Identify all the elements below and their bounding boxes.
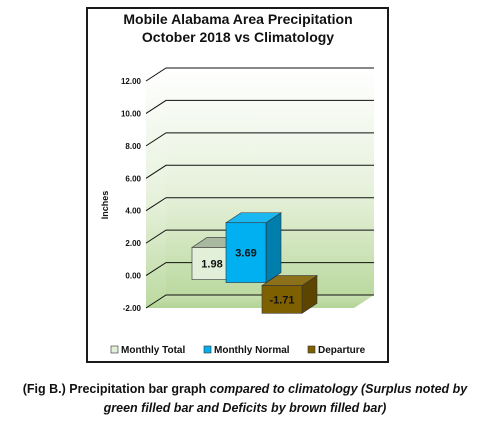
bar-front-face xyxy=(225,222,267,283)
floor xyxy=(146,295,374,308)
y-axis-tick-labels: -2.00 0.00 2.00 4.00 6.00 8.00 10.00 12.00 xyxy=(121,77,142,313)
gridline xyxy=(145,132,374,147)
precipitation-chart: Mobile Alabama Area Precipitation Octobe… xyxy=(100,11,374,356)
bar-side-face xyxy=(265,212,282,284)
figure-caption-line-2: green filled bar and Deficits by brown f… xyxy=(103,401,387,415)
y-tick-label: 0.00 xyxy=(125,272,141,281)
caption-italic-text: compared to climatology (Surplus noted b… xyxy=(209,382,468,396)
legend-swatch xyxy=(203,345,212,354)
bars: 1.98 3.69 -1.71 xyxy=(191,212,318,314)
gridline xyxy=(145,99,374,114)
bar-monthly-normal: 3.69 xyxy=(225,212,282,284)
side-wall xyxy=(146,68,166,308)
legend-item: Monthly Normal xyxy=(203,345,290,356)
caption-plain-text: (Fig B.) Precipitation bar graph xyxy=(22,382,210,396)
legend-label: Monthly Total xyxy=(121,345,185,356)
chart-title: Mobile Alabama Area Precipitation xyxy=(123,11,352,27)
y-tick-label: 6.00 xyxy=(125,174,141,183)
figure-caption-line-1: (Fig B.) Precipitation bar graph compare… xyxy=(0,382,490,396)
data-label: 3.69 xyxy=(235,248,256,260)
gridline xyxy=(145,229,374,244)
gridline xyxy=(145,164,374,179)
bar-front-face xyxy=(261,285,303,314)
chart-subtitle: October 2018 vs Climatology xyxy=(142,29,334,45)
bar-departure: -1.71 xyxy=(261,275,318,314)
y-axis-label: Inches xyxy=(100,191,110,220)
legend-label: Monthly Normal xyxy=(214,345,290,356)
legend-label: Departure xyxy=(318,345,366,356)
y-tick-label: 2.00 xyxy=(125,239,141,248)
bar-front-face xyxy=(191,247,233,280)
legend-swatch xyxy=(110,345,119,354)
y-tick-label: 4.00 xyxy=(125,207,141,216)
y-tick-label: 10.00 xyxy=(121,109,142,118)
legend-item: Monthly Total xyxy=(110,345,185,356)
chart-legend: Monthly Total Monthly Normal Departure xyxy=(110,345,366,356)
y-tick-label: -2.00 xyxy=(123,304,142,313)
gridline xyxy=(145,197,374,212)
y-tick-label: 8.00 xyxy=(125,142,141,151)
legend-item: Departure xyxy=(307,345,366,356)
gridline xyxy=(145,67,374,82)
data-label: -1.71 xyxy=(269,294,294,306)
legend-swatch xyxy=(307,345,316,354)
data-label: 1.98 xyxy=(201,259,222,271)
y-tick-label: 12.00 xyxy=(121,77,142,86)
gridline xyxy=(145,262,374,276)
